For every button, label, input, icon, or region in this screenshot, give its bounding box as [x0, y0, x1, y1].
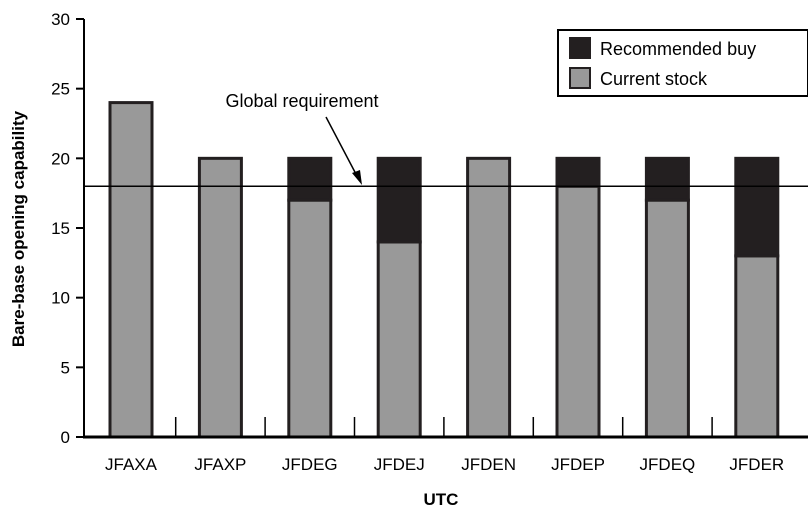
bar-current-stock-jfden — [466, 156, 512, 439]
bar-current-stock-jfdeg — [287, 198, 333, 439]
x-tick-label: JFDER — [729, 455, 784, 474]
legend-swatch-recommended-buy — [569, 37, 591, 59]
y-axis-title: Bare-base opening capability — [9, 110, 28, 347]
legend-box — [557, 29, 808, 97]
y-tick-label: 15 — [51, 219, 70, 238]
x-axis-title: UTC — [424, 490, 459, 509]
bar-recommended-buy-jfder — [734, 156, 780, 258]
bar-current-stock-jfaxp — [197, 156, 243, 439]
bar-current-stock-jfdep — [555, 184, 601, 439]
legend-label-recommended-buy: Recommended buy — [600, 39, 756, 59]
bar-recommended-buy-jfdeg — [287, 156, 333, 202]
y-tick-label: 5 — [61, 358, 70, 377]
y-tick-label: 0 — [61, 428, 70, 447]
x-tick-label: JFDEQ — [640, 455, 696, 474]
bar-current-stock-jfdeq — [644, 198, 690, 439]
axes-group — [76, 18, 808, 439]
annotation-arrow-shaft — [325, 116, 358, 177]
bar-recommended-buy-jfdeq — [644, 156, 690, 202]
x-tick-label: JFDEP — [551, 455, 605, 474]
x-tick-label: JFAXP — [194, 455, 246, 474]
bar-recommended-buy-jfdep — [555, 156, 601, 188]
y-tick-label: 30 — [51, 10, 70, 29]
legend-swatch-current-stock — [569, 67, 591, 89]
bars-group — [108, 101, 780, 439]
bar-current-stock-jfaxa — [108, 101, 154, 439]
bar-current-stock-jfdej — [376, 240, 422, 439]
reference-line-label: Global requirement — [225, 91, 378, 111]
x-tick-labels: JFAXA JFAXP JFDEG JFDEJ JFDEN JFDEP JFDEQ JFDER — [105, 455, 784, 474]
x-tick-label: JFDEG — [282, 455, 338, 474]
x-tick-label: JFDEJ — [374, 455, 425, 474]
y-tick-label: 10 — [51, 289, 70, 308]
x-tick-label: JFDEN — [461, 455, 516, 474]
reference-line-group: Global requirement — [84, 91, 808, 187]
bar-recommended-buy-jfdej — [376, 156, 422, 244]
y-tick-label: 25 — [51, 80, 70, 99]
y-tick-labels: 0 5 10 15 20 25 30 — [51, 10, 70, 447]
x-tick-label: JFAXA — [105, 455, 158, 474]
annotation-arrow-head — [352, 170, 362, 185]
legend: Recommended buy Current stock — [557, 29, 808, 97]
legend-label-current-stock: Current stock — [600, 69, 708, 89]
y-tick-label: 20 — [51, 149, 70, 168]
bar-current-stock-jfder — [734, 254, 780, 439]
